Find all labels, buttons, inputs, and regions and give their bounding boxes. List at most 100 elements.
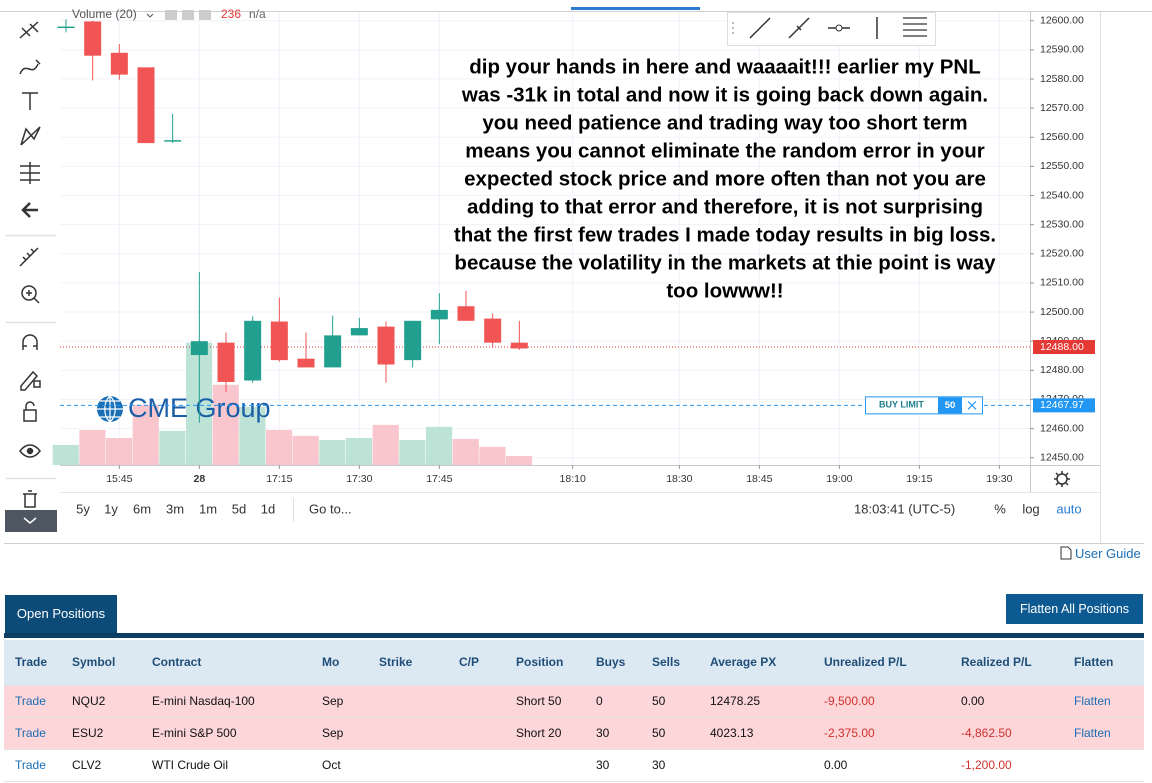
collapse-chevron[interactable] [23,517,37,524]
tool-ray[interactable] [788,17,810,39]
tool-horizontal-dot[interactable] [835,24,843,32]
tool-lock[interactable] [23,401,37,422]
candle-body [110,52,128,75]
annotation-line: you need patience and trading way too sh… [482,111,967,134]
bottom-toolbar: 5y 1y 6m 3m 1m 5d 1d Go to... 18:03:41 (UTC-5)% l… [76,498,1082,522]
row-link[interactable]: Flatten [1074,726,1111,740]
scale-button[interactable]: auto [1056,501,1081,516]
tool-back[interactable] [21,202,38,218]
indicator-remove[interactable] [199,10,211,20]
tool-zoom-plus[interactable] [26,290,40,304]
table-cell: 12478.25 [710,694,761,708]
tool-trend-line[interactable] [749,17,771,39]
price-label: 12467.97 [1040,399,1084,411]
tool-eye-pupil[interactable] [26,447,34,455]
annotation-line: expected stock price and more often than… [464,167,986,190]
candle-body [244,320,262,381]
indicator-settings[interactable] [182,10,194,20]
pdf-icon [1060,546,1072,560]
tool-prediction[interactable] [20,162,40,184]
tool-fib[interactable] [903,17,927,37]
column-header: Contract [152,655,202,669]
tool-brush[interactable] [19,59,41,75]
scale-button[interactable]: log [1022,501,1039,516]
order-cancel[interactable] [967,400,977,410]
x-tick-label: 19:30 [986,473,1012,485]
open-positions-tab[interactable]: Open Positions [5,595,117,633]
top-accent [571,7,700,10]
y-tick-label: 12510.00 [1040,277,1084,289]
price-lines: BUY LIMIT 50 [60,346,1030,415]
order-qty[interactable]: 50 [945,400,956,411]
tool-trash[interactable] [23,490,37,508]
order-side[interactable]: BUY LIMIT [879,400,924,410]
row-link[interactable]: Trade [15,758,46,772]
tool-eye[interactable] [19,444,41,458]
y-tick-label: 12480.00 [1040,364,1084,376]
annotation: dip your hands in here and waaaait!!! ea… [454,55,996,302]
scale-button[interactable]: % [994,501,1006,516]
table-cell: -4,862.50 [961,726,1012,740]
volume-bar [79,429,106,465]
table-cell: -9,500.00 [824,694,875,708]
price-label: 12488.00 [1040,341,1084,353]
volume-bar [52,444,79,465]
volume-bar [319,439,346,465]
gear-icon[interactable] [1056,473,1068,485]
candle-body [404,320,422,361]
range-button[interactable]: 5d [232,501,246,516]
tab-underline [4,633,1144,638]
indicator-chevron[interactable] [146,13,154,18]
column-header: Strike [379,655,413,669]
row-link[interactable]: Flatten [1074,694,1111,708]
volume-layer [52,342,533,465]
range-button[interactable]: 6m [133,501,151,516]
table-cell: ESU2 [72,726,104,740]
user-guide-text[interactable]: User Guide [1075,546,1141,561]
collapse-button[interactable] [5,510,57,532]
order-qty-box[interactable] [938,397,962,414]
range-button[interactable]: 1d [261,501,275,516]
range-button[interactable]: 1y [104,501,118,516]
flatten-all-button[interactable]: Flatten All Positions [1006,594,1143,624]
range-button[interactable]: 5y [76,501,90,516]
table-cell: 30 [596,726,610,740]
tool-pattern[interactable] [20,126,41,146]
volume-bar [399,439,426,465]
volume-bar [266,429,293,465]
gear-teeth[interactable] [1054,471,1070,487]
tool-ruler[interactable] [19,247,39,267]
indicator-value: 236 [221,7,241,21]
tool-text[interactable] [22,92,38,110]
volume-bar [159,430,186,465]
annotation-line: that the first few trades I made today r… [454,223,996,246]
candle-body [377,326,395,365]
volume-bar [106,437,133,465]
tool-zoom[interactable] [21,285,37,301]
table-row: Trade ESU2 E-mini S&P 500 Sep Short 20 30 50 40… [4,718,1144,750]
tool-cross[interactable] [19,21,39,39]
row-link[interactable]: Trade [15,694,46,708]
x-tick-label: 28 [193,473,205,485]
table-cell: 0.00 [961,694,985,708]
y-tick-label: 12450.00 [1040,451,1084,463]
goto-button[interactable]: Go to... [309,501,352,516]
user-guide-link[interactable]: User Guide [1060,545,1141,563]
indicator-legend: Volume (20) 236 n/a [72,7,266,21]
tool-lock-draw[interactable] [20,370,41,391]
candle-body [297,358,315,368]
range-button[interactable]: 3m [166,501,184,516]
tool-magnet[interactable] [22,334,38,350]
range-button[interactable]: 1m [199,501,217,516]
row-link[interactable]: Trade [15,726,46,740]
column-header: Position [516,655,564,669]
table-cell: 50 [652,726,666,740]
table-cell: Short 50 [516,694,562,708]
x-tick-label: 19:00 [826,473,852,485]
settings-gear[interactable] [1054,471,1070,487]
indicator-eye[interactable] [165,10,177,20]
column-header: Buys [596,655,626,669]
indicator-extra: n/a [249,7,266,21]
volume-bar [479,446,506,465]
drawing-toolbar [727,12,936,46]
